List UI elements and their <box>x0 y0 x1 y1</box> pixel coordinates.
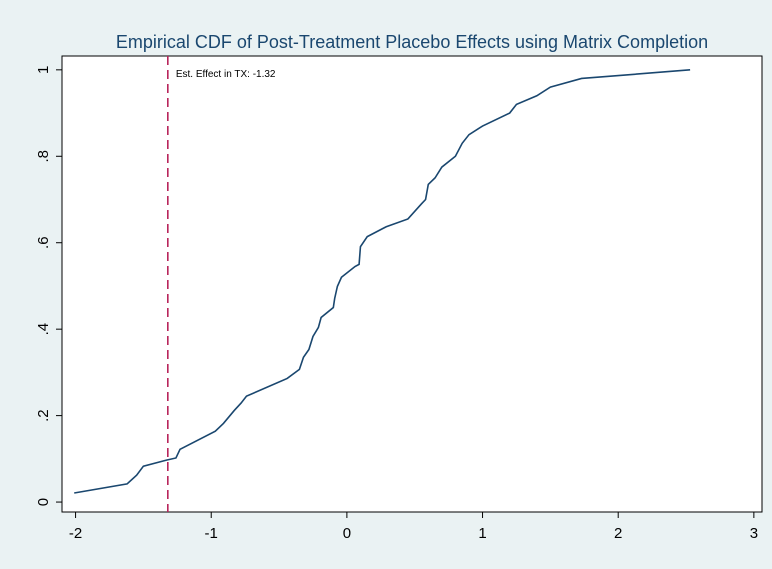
x-tick-label: 3 <box>750 525 758 542</box>
x-tick-label: 2 <box>614 525 622 542</box>
y-tick-label: 1 <box>35 66 52 74</box>
y-tick-label: .8 <box>35 150 52 163</box>
chart-title: Empirical CDF of Post-Treatment Placebo … <box>116 32 708 52</box>
y-tick-label: .2 <box>35 409 52 422</box>
annotation: Est. Effect in TX: -1.32 <box>176 69 276 80</box>
y-tick-label: .6 <box>35 236 52 249</box>
x-tick-label: -1 <box>205 525 218 542</box>
plot-area <box>61 55 763 513</box>
y-tick-label: 0 <box>35 498 52 506</box>
x-tick-label: 1 <box>478 525 486 542</box>
y-tick-label: .4 <box>35 323 52 336</box>
cdf-line <box>74 69 691 494</box>
x-tick-label: -2 <box>69 525 82 542</box>
x-tick-label: 0 <box>343 525 351 542</box>
